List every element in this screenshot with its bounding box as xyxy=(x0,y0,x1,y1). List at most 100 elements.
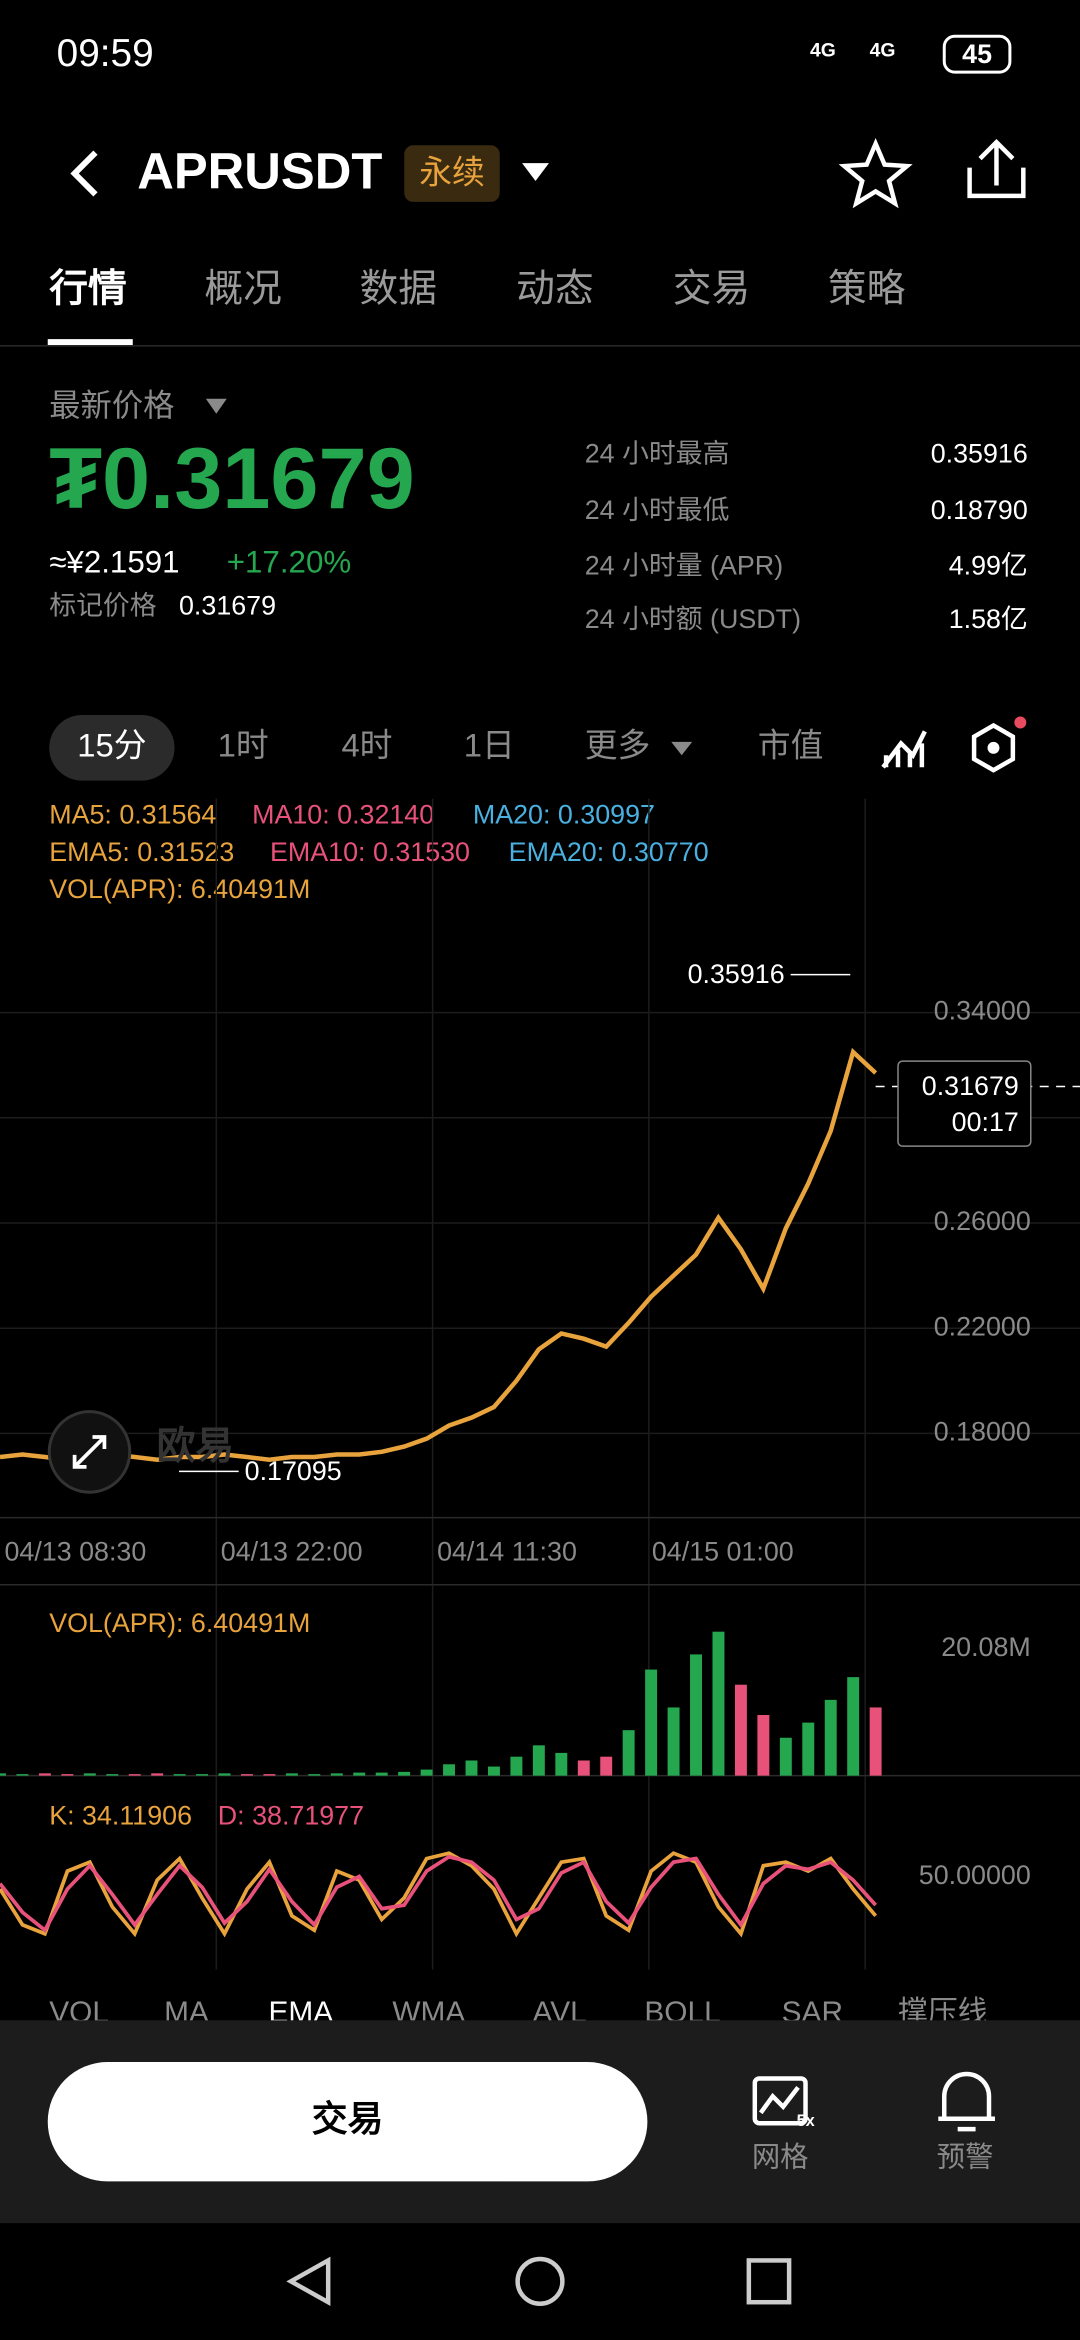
settings[interactable] xyxy=(971,722,1016,773)
tab[interactable]: 策略 xyxy=(828,268,906,311)
tab[interactable]: 数据 xyxy=(360,268,438,311)
y-tick-label: 0.22000 xyxy=(934,1311,1031,1341)
volume-bar xyxy=(128,1774,141,1776)
ema: EMA5: 0.31523 xyxy=(49,837,234,867)
stat-value: 0.35916 xyxy=(931,439,1028,469)
volume-bar xyxy=(106,1774,119,1776)
chart: 0.340000.300000.260000.220000.1800004/13… xyxy=(0,798,1080,1970)
symbol[interactable]: APRUSDT xyxy=(137,142,382,199)
interval[interactable]: 更多 xyxy=(585,727,651,764)
change: +17.20% xyxy=(227,545,352,580)
dropdown[interactable] xyxy=(671,741,693,756)
volume-bar xyxy=(757,1715,770,1776)
watermark: 欧易 xyxy=(157,1425,235,1468)
indicator-legend: MA5: 0.31564 MA10: 0.32140 MA20: 0.30997… xyxy=(49,800,708,905)
volume-bar xyxy=(151,1773,164,1776)
last-price: ₮0.31679 xyxy=(49,431,415,527)
badge xyxy=(1014,716,1027,729)
d-label: D: 38.71977 xyxy=(218,1800,364,1830)
volume-bar xyxy=(83,1773,96,1776)
volume-bar xyxy=(285,1773,298,1776)
interval[interactable]: 1日 xyxy=(464,727,515,764)
stats: 24 小时最高 0.35916 24 小时最低 0.18790 24 小时量 (… xyxy=(585,439,1028,635)
divider xyxy=(0,345,1080,347)
settings-dot xyxy=(987,741,1000,754)
interval[interactable]: 市值 xyxy=(758,727,824,764)
tag: 永续 xyxy=(419,154,485,191)
volume-bar xyxy=(555,1752,568,1776)
battery-level: 45 xyxy=(962,39,992,69)
volume-bar xyxy=(61,1774,74,1776)
intervals: 15分 1时 4时 1日 更多 市值 xyxy=(77,727,823,764)
volume-bar xyxy=(802,1722,815,1776)
stat-label: 24 小时最高 xyxy=(585,439,730,469)
volume-bar xyxy=(487,1766,500,1776)
countdown: 00:17 xyxy=(952,1107,1019,1137)
tab[interactable]: 行情 xyxy=(49,268,127,311)
nav-home[interactable] xyxy=(515,2256,565,2306)
volume-bar xyxy=(510,1756,523,1776)
high-label: 0.35916 xyxy=(688,959,785,989)
share[interactable] xyxy=(967,139,1026,199)
volume-bar xyxy=(173,1774,186,1776)
volume-bar xyxy=(465,1760,478,1776)
volume-bar xyxy=(712,1631,725,1776)
favorite[interactable] xyxy=(838,138,913,209)
current-price: 0.31679 xyxy=(922,1071,1019,1101)
volume-bar xyxy=(353,1772,366,1776)
volume-bar xyxy=(16,1774,29,1776)
d-line xyxy=(0,1854,878,1934)
volume-bar xyxy=(734,1684,747,1776)
grid-label[interactable]: 网格 xyxy=(752,2141,809,2173)
volume-bar xyxy=(241,1774,253,1776)
k-label: K: 34.11906 xyxy=(49,1800,192,1830)
volume-bar xyxy=(622,1730,635,1776)
volume-bar xyxy=(308,1774,321,1776)
trade-label: 交易 xyxy=(312,2098,384,2139)
volume-bar xyxy=(375,1772,388,1776)
trade-button[interactable] xyxy=(47,2062,648,2182)
ma: MA20: 0.30997 xyxy=(473,800,655,830)
volume-bar xyxy=(824,1699,837,1776)
volume-bar xyxy=(0,1773,6,1776)
volume-bar xyxy=(869,1707,882,1776)
vol-label: VOL(APR): 6.40491M xyxy=(49,1608,310,1638)
tab[interactable]: 动态 xyxy=(516,268,594,311)
alert-label[interactable]: 预警 xyxy=(937,2141,994,2173)
stat-label: 24 小时额 (USDT) xyxy=(585,604,801,634)
grid-icon[interactable] xyxy=(752,2076,808,2126)
ema: EMA10: 0.31530 xyxy=(270,837,470,867)
volume-bar xyxy=(263,1774,276,1776)
expand-icon xyxy=(72,1435,107,1469)
dropdown[interactable] xyxy=(205,398,227,414)
tab[interactable]: 交易 xyxy=(673,268,751,311)
alert-icon[interactable] xyxy=(938,2071,995,2132)
low-label: 0.17095 xyxy=(245,1456,342,1486)
volume-bar xyxy=(420,1769,433,1776)
interval[interactable]: 1时 xyxy=(218,727,269,764)
x-tick-label: 04/13 22:00 xyxy=(221,1536,363,1566)
interval[interactable]: 4时 xyxy=(341,727,392,764)
tab-indicator xyxy=(47,339,133,346)
dropdown[interactable] xyxy=(522,163,549,181)
x-tick-label: 04/13 08:30 xyxy=(4,1536,146,1566)
nav-recent[interactable] xyxy=(746,2258,792,2305)
ma: MA10: 0.32140 xyxy=(252,800,434,830)
signal: 4G xyxy=(810,39,836,61)
price-label: 最新价格 xyxy=(49,388,174,423)
tab[interactable]: 概况 xyxy=(204,268,282,311)
indicator-button[interactable] xyxy=(881,730,927,769)
stat-value: 1.58亿 xyxy=(949,604,1028,634)
current-box xyxy=(897,1060,1032,1147)
volume-bar xyxy=(398,1771,411,1776)
y-tick-label: 0.34000 xyxy=(934,996,1031,1026)
kd-tick: 50.00000 xyxy=(919,1860,1031,1890)
volume-bar xyxy=(667,1707,680,1776)
back[interactable] xyxy=(70,150,98,197)
nav-back[interactable] xyxy=(286,2256,331,2307)
mark-label: 标记价格 xyxy=(49,591,157,621)
interval[interactable]: 15分 xyxy=(77,727,146,764)
tag-bg xyxy=(404,145,500,202)
price-line xyxy=(0,1047,878,1462)
